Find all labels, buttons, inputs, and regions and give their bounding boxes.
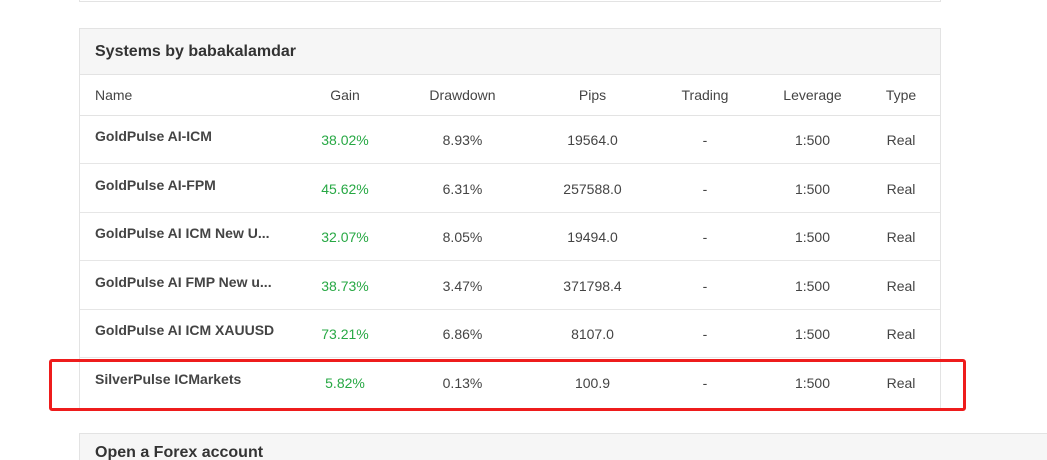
table-header-row: Name Gain Drawdown Pips Trading Leverage… [80, 75, 940, 116]
gain-cell: 5.82% [325, 375, 365, 391]
column-header-name: Name [80, 75, 295, 116]
table-row: GoldPulse AI ICM New U... 32.07% 8.05% 1… [80, 212, 940, 261]
system-name-cell: GoldPulse AI ICM XAUUSD [80, 309, 295, 358]
systems-table: Name Gain Drawdown Pips Trading Leverage… [80, 75, 940, 406]
trading-cell: - [655, 309, 755, 358]
trading-cell: - [655, 115, 755, 164]
table-row: GoldPulse AI-ICM 38.02% 8.93% 19564.0 - … [80, 115, 940, 164]
forex-card-title: Open a Forex account [95, 444, 264, 460]
pips-cell: 19494.0 [530, 212, 655, 261]
column-header-trading: Trading [655, 75, 755, 116]
pips-cell: 257588.0 [530, 163, 655, 213]
leverage-cell: 1:500 [755, 115, 870, 164]
system-name-cell: GoldPulse AI FMP New u... [80, 260, 295, 310]
systems-card-title: Systems by babakalamdar [80, 29, 940, 75]
drawdown-cell: 6.86% [395, 309, 530, 358]
drawdown-cell: 8.93% [395, 115, 530, 164]
system-name-link[interactable]: GoldPulse AI-FPM [95, 176, 216, 193]
gain-cell: 38.73% [295, 260, 395, 310]
system-name-link[interactable]: GoldPulse AI ICM XAUUSD [95, 322, 275, 339]
column-header-leverage: Leverage [755, 75, 870, 116]
column-header-gain: Gain [295, 75, 395, 116]
trading-cell: - [655, 260, 755, 310]
open-forex-account-card: Open a Forex account [79, 433, 1047, 460]
system-name-link[interactable]: GoldPulse AI-ICM [95, 128, 212, 145]
column-header-pips: Pips [530, 75, 655, 116]
drawdown-cell: 6.31% [395, 163, 530, 213]
type-cell: Real [886, 375, 916, 391]
pips-cell: 8107.0 [530, 309, 655, 358]
pips-cell: 100.9 [574, 375, 611, 391]
leverage-cell: 1:500 [755, 212, 870, 261]
system-name-link[interactable]: SilverPulse ICMarkets [95, 371, 242, 387]
drawdown-cell: 3.47% [395, 260, 530, 310]
previous-card-bottom [79, 0, 941, 2]
leverage-cell: 1:500 [794, 375, 831, 391]
table-row: SilverPulse ICMarkets 5.82% 0.13% 100.9 … [80, 358, 940, 407]
type-cell: Real [870, 260, 940, 310]
gain-cell: 73.21% [295, 309, 395, 358]
system-name-cell: SilverPulse ICMarkets [80, 358, 295, 407]
trading-cell: - [655, 212, 755, 261]
leverage-cell: 1:500 [755, 260, 870, 310]
type-cell: Real [870, 115, 940, 164]
systems-card: Systems by babakalamdar Name Gain Drawdo… [79, 28, 941, 409]
gain-cell: 32.07% [295, 212, 395, 261]
leverage-cell: 1:500 [755, 163, 870, 213]
leverage-cell: 1:500 [755, 309, 870, 358]
table-row: GoldPulse AI-FPM 45.62% 6.31% 257588.0 -… [80, 163, 940, 213]
column-header-drawdown: Drawdown [395, 75, 530, 116]
gain-cell: 38.02% [295, 115, 395, 164]
column-header-type: Type [870, 75, 940, 116]
type-cell: Real [870, 163, 940, 213]
system-name-cell: GoldPulse AI-FPM [80, 163, 295, 213]
drawdown-cell: 8.05% [395, 212, 530, 261]
system-name-cell: GoldPulse AI-ICM [80, 115, 295, 164]
drawdown-cell: 0.13% [442, 375, 483, 391]
trading-cell: - [702, 375, 708, 391]
type-cell: Real [870, 309, 940, 358]
system-name-link[interactable]: GoldPulse AI ICM New U... [95, 225, 270, 242]
type-cell: Real [870, 212, 940, 261]
pips-cell: 19564.0 [530, 115, 655, 164]
pips-cell: 371798.4 [530, 260, 655, 310]
system-name-cell: GoldPulse AI ICM New U... [80, 212, 295, 261]
table-row: GoldPulse AI ICM XAUUSD 73.21% 6.86% 810… [80, 309, 940, 358]
trading-cell: - [655, 163, 755, 213]
table-row: GoldPulse AI FMP New u... 38.73% 3.47% 3… [80, 260, 940, 310]
gain-cell: 45.62% [295, 163, 395, 213]
system-name-link[interactable]: GoldPulse AI FMP New u... [95, 273, 272, 290]
